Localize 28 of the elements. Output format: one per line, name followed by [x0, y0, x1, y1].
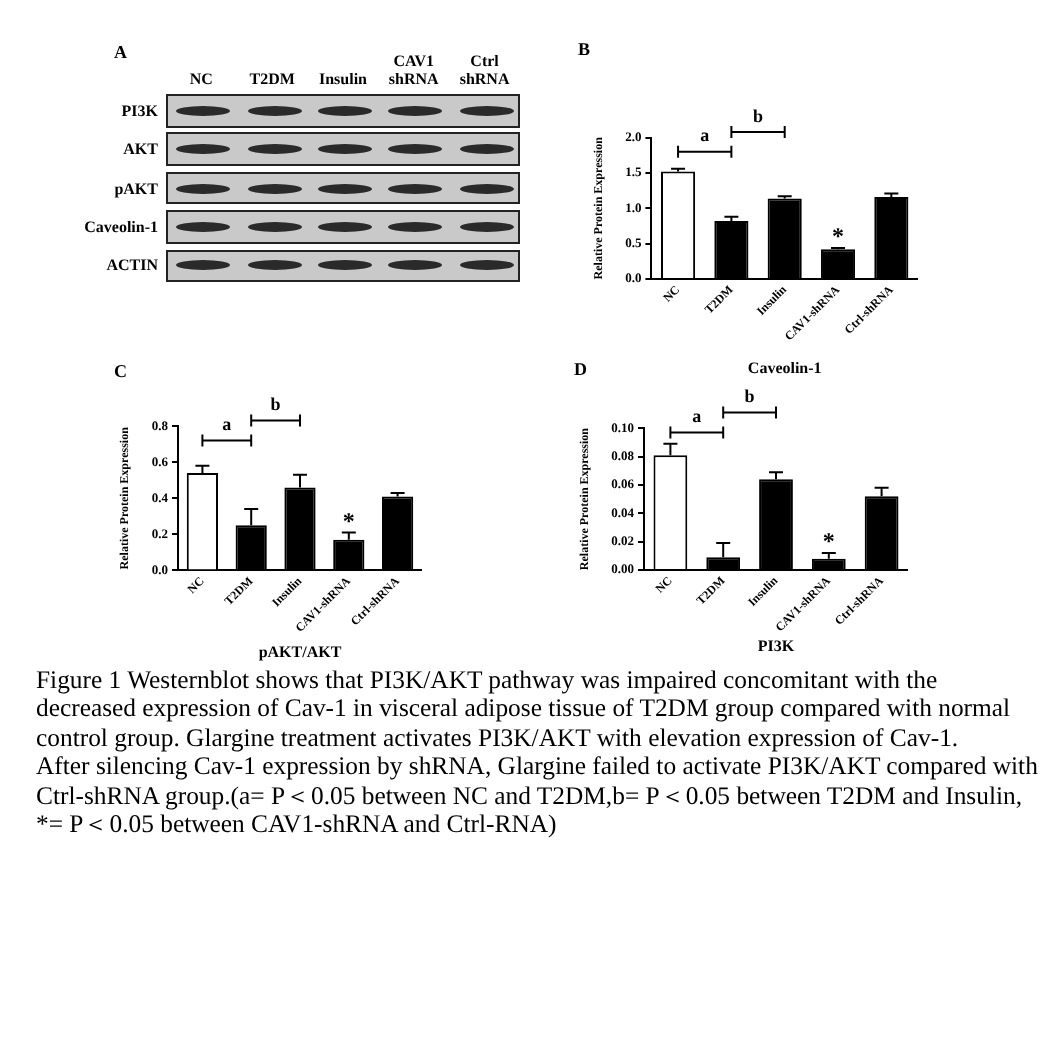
x-axis-title: PI3K: [757, 636, 796, 655]
category-label: Insulin: [318, 70, 367, 88]
category-label: Ctrl shRNA: [457, 52, 512, 88]
category-label: pAKT: [114, 179, 158, 198]
category-label: ACTIN: [106, 256, 158, 275]
x-axis-title: Caveolin-1: [747, 358, 822, 377]
text: a: [692, 406, 703, 427]
x-axis-title: pAKT/AKT: [258, 642, 343, 661]
annotation: a: [222, 414, 233, 435]
annotation: *: [342, 506, 355, 535]
category-label: NC: [189, 70, 213, 88]
chart-title: C: [114, 361, 127, 382]
annotation: *: [822, 526, 835, 555]
category-label: PI3K: [121, 101, 158, 120]
chart-title: B: [578, 39, 591, 60]
chart-title: D: [574, 359, 588, 380]
text: b: [270, 394, 281, 415]
annotation: a: [700, 125, 711, 146]
category-label: T2DM: [249, 70, 295, 88]
text: b: [753, 105, 764, 126]
text: After silencing Cav-1 expression by shRNA, Glargine failed to activate PI3K/AKT compared with Ctrl-shRNA group.(a= P＜0.05 between NC and T2DM,b= P＜0.05 between T2DM and Insulin, *= P＜0.05 between CAV1-shRNA and Ctrl-RNA): [36, 752, 1040, 839]
annotation: *: [832, 221, 845, 250]
category-label: CAV1 shRNA: [386, 52, 441, 88]
category-label: AKT: [123, 140, 158, 159]
text: A: [114, 42, 127, 64]
text: b: [744, 386, 755, 407]
category-label: Caveolin-1: [84, 217, 158, 236]
caption: Figure 1 Westernblot shows that PI3K/AKT pathway was impaired concomitant with the decreased expression of Cav-1 in visceral adipose tissue of T2DM group compared with normal control group. Glargine treatment activates PI3K/AKT with elevation expression of Cav-1.: [36, 666, 1013, 753]
